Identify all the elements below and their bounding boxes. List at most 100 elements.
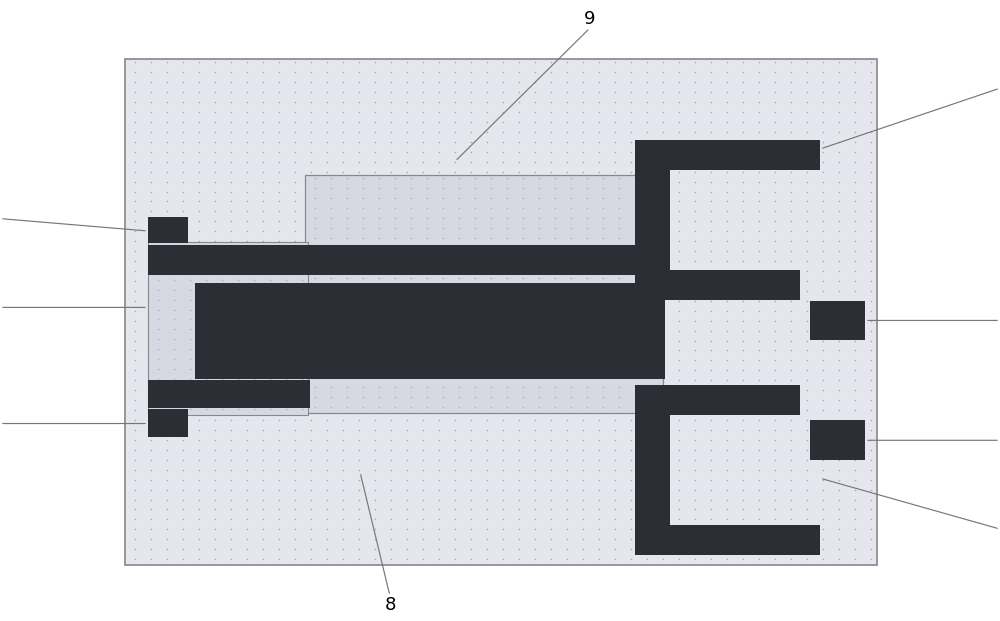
Point <box>463 216 479 226</box>
Point <box>607 107 623 117</box>
Point <box>863 544 879 554</box>
Point <box>367 166 383 176</box>
Point <box>575 156 591 166</box>
Point <box>255 276 271 286</box>
Point <box>214 294 230 304</box>
Point <box>191 435 207 445</box>
Point <box>783 465 799 474</box>
Point <box>371 392 387 402</box>
Point <box>479 137 495 147</box>
Point <box>687 554 703 564</box>
Point <box>278 255 294 265</box>
Point <box>339 342 355 352</box>
Point <box>591 405 607 415</box>
Point <box>150 284 166 294</box>
Point <box>863 256 879 266</box>
Point <box>559 365 575 375</box>
Point <box>563 312 579 322</box>
Point <box>735 375 751 385</box>
Point <box>191 276 207 286</box>
Point <box>150 294 166 304</box>
Point <box>595 273 611 283</box>
Point <box>431 435 447 445</box>
Point <box>175 385 191 395</box>
Point <box>579 283 595 292</box>
Point <box>127 435 143 445</box>
Point <box>223 206 239 216</box>
Point <box>143 355 159 365</box>
Point <box>863 325 879 335</box>
Point <box>575 355 591 365</box>
Point <box>591 226 607 236</box>
Point <box>435 253 451 263</box>
Point <box>831 67 847 77</box>
Point <box>367 325 383 335</box>
Point <box>294 394 310 404</box>
Point <box>431 226 447 236</box>
Point <box>278 384 294 394</box>
Point <box>351 504 367 514</box>
Point <box>575 256 591 266</box>
Point <box>431 315 447 325</box>
Point <box>687 474 703 484</box>
Point <box>547 283 563 292</box>
Point <box>595 402 611 412</box>
Point <box>383 355 399 365</box>
Point <box>191 494 207 504</box>
Point <box>483 203 499 213</box>
Point <box>278 364 294 374</box>
Point <box>467 292 483 302</box>
Point <box>447 186 463 196</box>
Point <box>799 465 815 474</box>
Point <box>815 236 831 246</box>
Point <box>703 147 719 156</box>
Point <box>230 334 246 344</box>
Point <box>783 524 799 534</box>
Point <box>495 216 511 226</box>
Point <box>387 322 403 332</box>
Point <box>595 312 611 322</box>
Point <box>415 156 431 166</box>
Point <box>655 117 671 127</box>
Point <box>127 355 143 365</box>
Point <box>287 355 303 365</box>
Bar <box>635 140 820 170</box>
Point <box>559 57 575 67</box>
Point <box>303 554 319 564</box>
Point <box>627 183 643 193</box>
Point <box>447 306 463 315</box>
Point <box>207 206 223 216</box>
Point <box>387 352 403 362</box>
Point <box>447 474 463 484</box>
Point <box>799 286 815 296</box>
Point <box>575 345 591 355</box>
Point <box>559 176 575 186</box>
Point <box>255 147 271 156</box>
Point <box>531 253 547 263</box>
Point <box>246 324 262 334</box>
Point <box>799 137 815 147</box>
Point <box>159 127 175 137</box>
Point <box>271 504 287 514</box>
Point <box>751 335 767 345</box>
Point <box>246 394 262 404</box>
Point <box>175 355 191 365</box>
Point <box>831 325 847 335</box>
Point <box>563 392 579 402</box>
Point <box>175 117 191 127</box>
Point <box>451 193 467 203</box>
Point <box>671 147 687 156</box>
Point <box>483 273 499 283</box>
Point <box>515 372 531 382</box>
Point <box>415 147 431 156</box>
Point <box>335 455 351 465</box>
Point <box>214 344 230 354</box>
Point <box>643 213 659 223</box>
Point <box>655 236 671 246</box>
Point <box>543 514 559 524</box>
Point <box>223 455 239 465</box>
Point <box>559 226 575 236</box>
Point <box>239 345 255 355</box>
Point <box>751 375 767 385</box>
Point <box>831 77 847 87</box>
